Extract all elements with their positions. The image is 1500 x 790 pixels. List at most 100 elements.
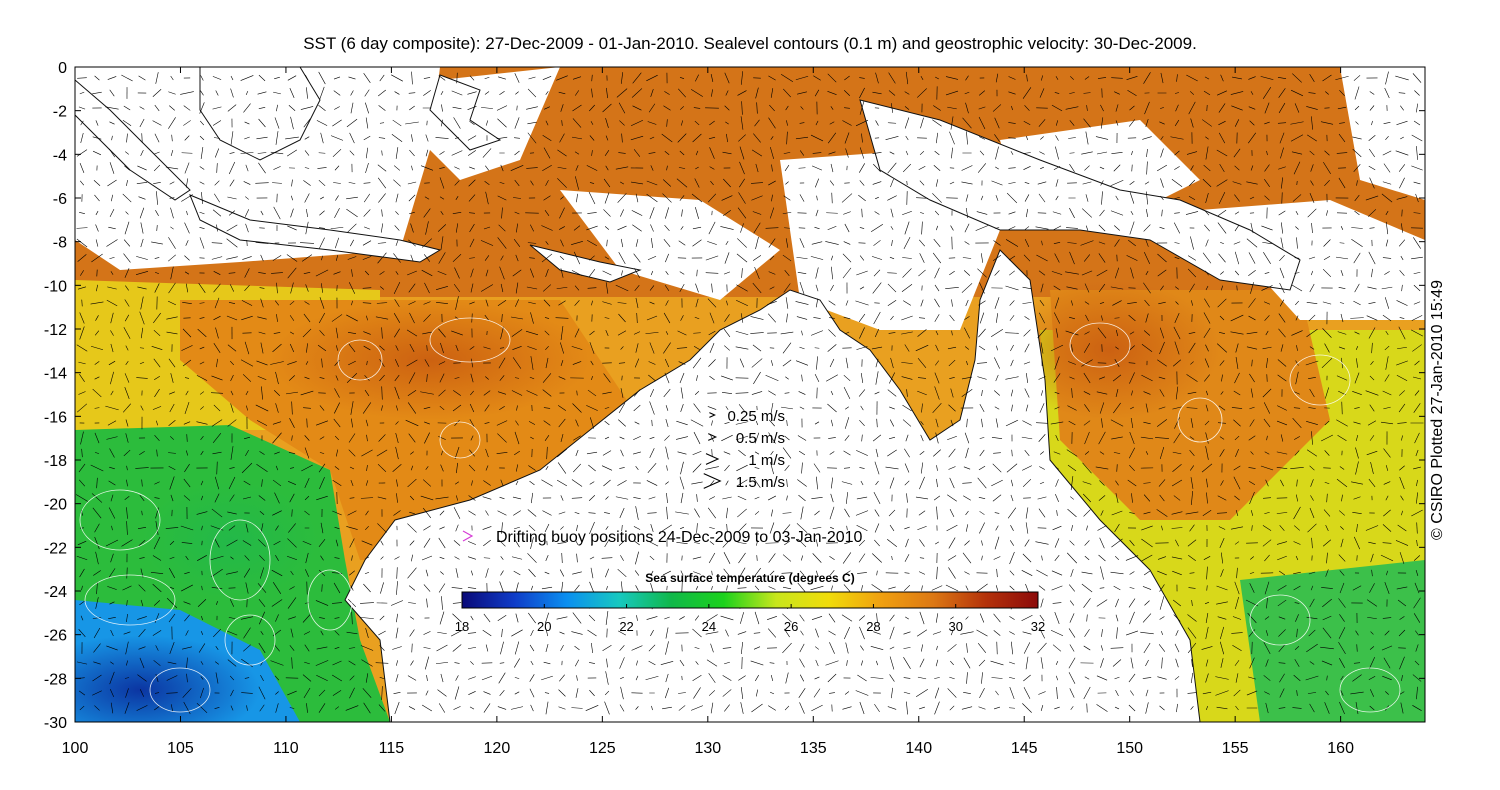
velocity-arrow [903,300,911,306]
y-tick-label: -14 [44,366,67,383]
velocity-arrow [993,390,1001,396]
velocity-arrow [200,480,204,486]
velocity-arrow [452,602,462,604]
velocity-arrow [1381,193,1393,203]
velocity-arrow [830,390,834,396]
velocity-arrow [1279,132,1285,144]
velocity-arrow [1396,300,1408,306]
velocity-arrow [1294,646,1300,650]
velocity-arrow [1068,628,1076,638]
velocity-arrow [166,331,178,335]
velocity-arrow [1114,239,1120,247]
velocity-arrow [455,568,459,578]
velocity-arrow [1399,476,1405,490]
velocity-arrow [903,237,911,249]
velocity-arrow [559,256,565,260]
velocity-arrow [646,315,658,321]
velocity-arrow [601,557,613,559]
velocity-arrow [965,510,969,516]
velocity-arrow [1367,420,1377,426]
velocity-arrow [276,104,278,112]
velocity-arrow [785,297,789,309]
velocity-arrow [318,104,326,112]
velocity-arrow [126,600,128,606]
velocity-arrow [1265,479,1269,487]
velocity-arrow [244,284,250,292]
velocity-arrow [467,587,477,589]
velocity-arrow [783,88,791,98]
velocity-arrow [154,271,160,275]
velocity-arrow [1230,91,1244,95]
velocity-arrow [334,466,340,470]
velocity-arrow [198,643,206,653]
velocity-arrow [1365,195,1379,201]
velocity-arrow [1100,104,1104,112]
velocity-arrow [289,493,295,503]
velocity-arrow [408,301,416,305]
velocity-arrow [439,151,445,155]
velocity-arrow [201,525,203,531]
velocity-arrow [421,238,433,248]
velocity-arrow [694,120,700,126]
velocity-arrow [935,659,939,667]
velocity-arrow [1025,656,1029,670]
velocity-arrow [331,674,343,682]
velocity-arrow [932,252,942,264]
velocity-arrow [781,406,793,410]
velocity-arrow [1083,92,1091,94]
velocity-arrow [485,191,489,205]
velocity-arrow [1041,555,1043,561]
velocity-arrow [92,91,102,95]
velocity-arrow [1143,391,1151,395]
velocity-arrow [1230,526,1244,530]
velocity-arrow [1157,570,1167,576]
velocity-arrow [649,401,655,415]
velocity-arrow [319,405,325,411]
velocity-arrow [1279,673,1285,683]
velocity-arrow [901,376,913,380]
velocity-arrow [1143,421,1151,425]
velocity-arrow [696,269,698,277]
velocity-key-label: 0.25 m/s [727,408,785,425]
velocity-arrow [438,703,446,713]
velocity-arrow [516,223,518,233]
velocity-arrow [441,450,443,456]
velocity-arrow [246,405,248,411]
velocity-arrow [1114,225,1120,231]
velocity-arrow [1218,405,1226,411]
velocity-arrow [426,598,428,608]
velocity-arrow [1145,702,1149,714]
velocity-arrow [289,418,295,428]
velocity-arrow [241,692,253,694]
velocity-arrow [1145,209,1149,217]
velocity-arrow [124,268,130,278]
velocity-arrow [166,692,178,694]
velocity-arrow [168,420,176,426]
velocity-arrow [676,420,688,426]
velocity-arrow [1310,164,1314,172]
velocity-arrow [1412,376,1422,380]
velocity-arrow [936,478,938,488]
velocity-arrow [1295,226,1299,230]
velocity-arrow [951,147,953,159]
velocity-arrow [1024,182,1030,184]
velocity-arrow [786,120,788,126]
velocity-arrow [107,586,117,590]
velocity-arrow [635,585,639,591]
velocity-arrow [333,582,341,594]
velocity-arrow [1008,122,1016,124]
velocity-arrow [1309,388,1315,398]
velocity-arrow [560,326,564,340]
velocity-arrow [979,522,985,534]
y-tick-label: -8 [53,235,67,252]
velocity-arrow [1369,435,1375,441]
velocity-arrow [827,673,837,683]
velocity-arrow [1055,135,1059,141]
velocity-arrow [649,436,655,440]
velocity-arrow [544,106,550,110]
velocity-arrow [615,284,629,292]
velocity-arrow [1416,146,1418,160]
velocity-arrow [529,688,535,698]
velocity-arrow [93,570,101,576]
velocity-arrow [1067,508,1077,518]
